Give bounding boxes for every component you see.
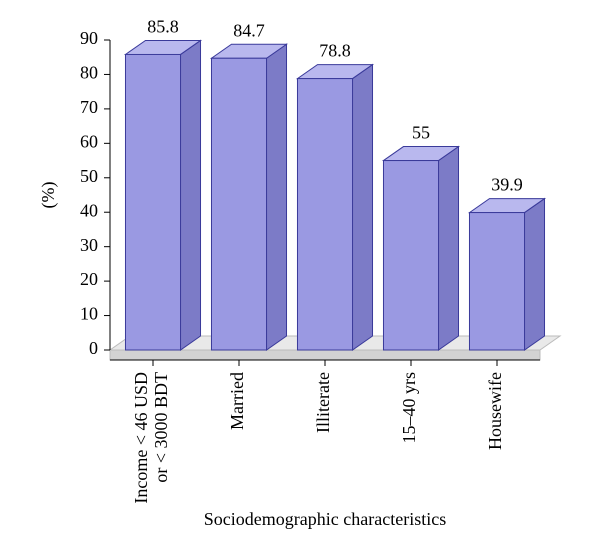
bar-value-label: 84.7 <box>233 20 265 40</box>
y-tick-label: 40 <box>80 200 98 220</box>
bar-value-label: 55 <box>412 123 430 143</box>
y-tick-label: 10 <box>80 304 98 324</box>
bar <box>211 58 266 350</box>
bar <box>297 79 352 350</box>
bar <box>469 213 524 350</box>
bar-side <box>181 40 201 350</box>
bar-side <box>525 199 545 350</box>
y-tick-label: 30 <box>80 235 98 255</box>
bar <box>383 161 438 350</box>
x-tick-label: Illiterate <box>313 372 333 433</box>
x-tick-label: Housewife <box>485 372 505 450</box>
y-tick-label: 90 <box>80 28 98 48</box>
bar-side <box>439 147 459 350</box>
y-tick-label: 50 <box>80 166 98 186</box>
bar-value-label: 78.8 <box>319 41 351 61</box>
y-tick-label: 60 <box>80 131 98 151</box>
bar-value-label: 39.9 <box>491 175 523 195</box>
sociodemographic-bar-chart: 0 10 20 30 40 50 60 70 80 90 (%) 85.8 Income < 46 US… <box>0 0 600 543</box>
x-tick-label: Married <box>227 372 247 430</box>
y-tick-label: 80 <box>80 63 98 83</box>
x-tick-label: Income < 46 USDor < 3000 BDT <box>131 372 171 504</box>
y-axis-title: (%) <box>38 182 59 209</box>
x-axis-title: Sociodemographic characteristics <box>204 509 446 529</box>
x-tick-label: 15–40 yrs <box>399 372 419 444</box>
bar <box>125 54 180 350</box>
bar-side <box>267 44 287 350</box>
chart-svg: 0 10 20 30 40 50 60 70 80 90 (%) 85.8 Income < 46 US… <box>0 0 600 543</box>
y-tick-label: 20 <box>80 269 98 289</box>
y-tick-label: 0 <box>89 338 98 358</box>
bar-side <box>353 65 373 350</box>
y-tick-label: 70 <box>80 97 98 117</box>
bar-value-label: 85.8 <box>147 16 179 36</box>
